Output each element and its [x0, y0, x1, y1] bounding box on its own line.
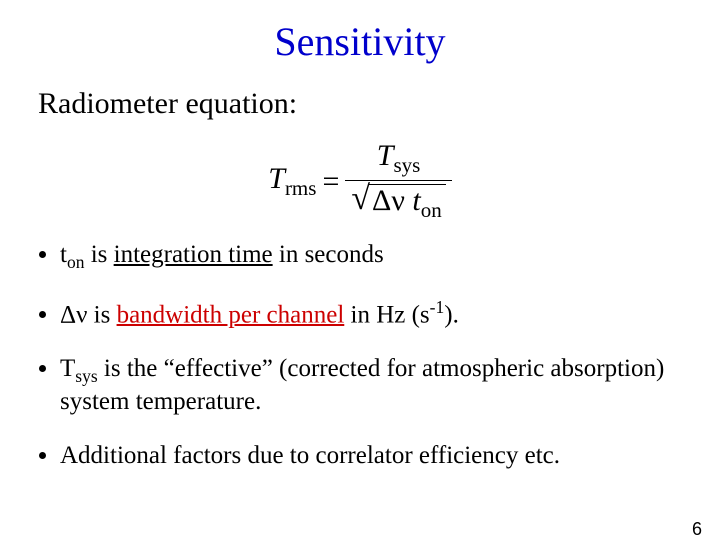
b3-sub: sys — [75, 366, 97, 386]
sqrt: √ Δν ton — [351, 184, 445, 224]
b1-sub: on — [67, 252, 85, 272]
eq-lhs-var: T — [268, 162, 285, 195]
b1-underline: integration time — [114, 241, 273, 268]
slide: Sensitivity Radiometer equation: Trms = … — [0, 18, 720, 540]
b2-red-underline: bandwidth per channel — [117, 301, 345, 328]
bullet-4: Additional factors due to correlator eff… — [60, 441, 720, 471]
equation-equals: = — [322, 165, 339, 199]
slide-subtitle: Radiometer equation: — [38, 87, 720, 121]
radicand: Δν ton — [368, 184, 446, 224]
eq-den-t-sub: on — [421, 198, 442, 222]
bullet-2: Δν is bandwidth per channel in Hz (s-1). — [60, 297, 720, 330]
radiometer-equation: Trms = Tsys √ Δν ton — [0, 139, 720, 224]
b1-text-b: in seconds — [273, 241, 384, 268]
equation-numerator: Tsys — [345, 139, 451, 181]
page-number: 6 — [692, 519, 702, 540]
b2-post-b: ). — [444, 301, 459, 328]
bullet-1: ton is integration time in seconds — [60, 240, 720, 273]
bullet-3: Tsys is the “effective” (corrected for a… — [60, 354, 720, 417]
b3-text: is the “effective” (corrected for atmosp… — [60, 355, 664, 415]
equation-denominator: √ Δν ton — [345, 181, 451, 224]
equation-lhs: Trms — [268, 162, 316, 201]
bullet-list: ton is integration time in seconds Δν is… — [60, 240, 720, 471]
slide-title: Sensitivity — [0, 18, 720, 65]
b2-pre: Δν is — [60, 301, 117, 328]
eq-den-t: t — [412, 184, 420, 217]
eq-den-delta: Δν — [372, 184, 412, 217]
b1-text-a: is — [84, 241, 113, 268]
b2-sup: -1 — [430, 297, 445, 317]
equation-fraction: Tsys √ Δν ton — [345, 139, 451, 224]
eq-num-sub: sys — [393, 153, 420, 177]
b1-var: t — [60, 241, 67, 268]
b2-post-a: in Hz (s — [344, 301, 429, 328]
eq-lhs-sub: rms — [285, 176, 317, 200]
b3-var: T — [60, 355, 75, 382]
eq-num-var: T — [377, 139, 394, 172]
